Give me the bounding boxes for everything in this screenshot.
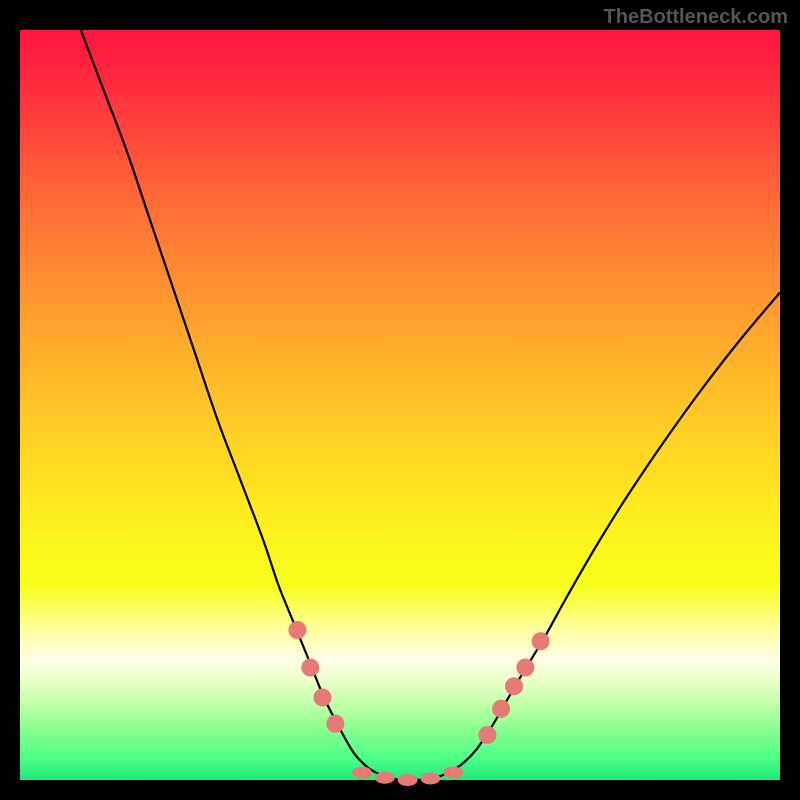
curve-marker bbox=[375, 772, 395, 784]
chart-container: TheBottleneck.com bbox=[0, 0, 800, 800]
curve-marker bbox=[420, 773, 440, 785]
curve-marker bbox=[492, 700, 510, 718]
curve-marker bbox=[505, 677, 523, 695]
curve-marker bbox=[398, 774, 418, 786]
watermark-text: TheBottleneck.com bbox=[604, 6, 788, 29]
curve-marker bbox=[301, 659, 319, 677]
curve-marker bbox=[313, 689, 331, 707]
curve-marker bbox=[326, 715, 344, 733]
curve-marker bbox=[352, 767, 372, 779]
curve-marker bbox=[516, 659, 534, 677]
curve-marker bbox=[478, 726, 496, 744]
curve-marker bbox=[532, 632, 550, 650]
curve-marker bbox=[443, 767, 463, 779]
curve-marker bbox=[288, 621, 306, 639]
plot-background bbox=[20, 30, 780, 780]
bottleneck-curve-chart bbox=[0, 0, 800, 800]
